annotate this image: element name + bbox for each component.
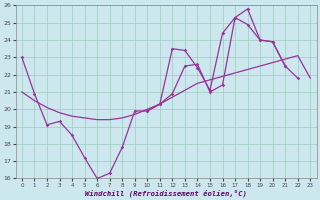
X-axis label: Windchill (Refroidissement éolien,°C): Windchill (Refroidissement éolien,°C) [85,189,247,197]
